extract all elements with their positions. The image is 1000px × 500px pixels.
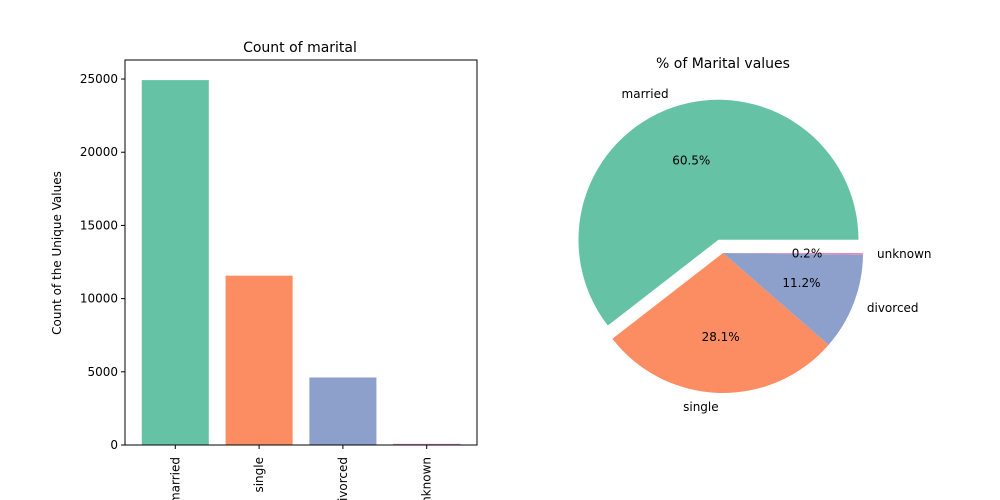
- pie-pct-single: 28.1%: [702, 330, 740, 344]
- x-tick-label-married: married: [168, 457, 182, 500]
- bar-unknown: [393, 443, 461, 445]
- pie-label-single: single: [683, 400, 719, 414]
- pie-slice-single: [612, 253, 829, 394]
- bar-divorced: [309, 377, 377, 445]
- y-tick-label: 0: [110, 438, 118, 452]
- bar-chart-frame: [124, 59, 478, 446]
- bar-plot-area: married single divorced unknown 0 5000 10000 15…: [80, 72, 461, 500]
- x-tick-label-divorced: divorced: [336, 457, 350, 500]
- x-tick-label-single: single: [252, 457, 266, 493]
- bar-chart-title: Count of marital: [243, 40, 357, 56]
- pie-label-married: married: [622, 87, 669, 101]
- y-tick-label: 5000: [87, 365, 118, 379]
- bar-married: [141, 80, 209, 445]
- x-tick-label-unknown: unknown: [420, 457, 434, 500]
- y-tick-label: 25000: [80, 72, 118, 86]
- pie-label-divorced: divorced: [867, 301, 919, 315]
- pie-pct-unknown: 0.2%: [792, 247, 823, 261]
- pie-slice-divorced: [723, 253, 863, 345]
- pie-chart-title: % of Marital values: [656, 56, 790, 72]
- pie-pct-divorced: 11.2%: [782, 276, 820, 290]
- pie-label-unknown: unknown: [877, 247, 932, 261]
- pie-pct-married: 60.5%: [672, 153, 710, 167]
- pie-slice-married: [578, 99, 859, 326]
- pie-plot-area: married 60.5% single 28.1% divorced 11.2% unkn…: [578, 87, 932, 414]
- pie-chart: % of Marital values married 60.5% single 28…: [578, 56, 932, 414]
- pie-slice-unknown: [723, 253, 863, 255]
- bar-chart-ylabel: Count of the Unique Values: [50, 171, 64, 335]
- y-tick-label: 15000: [80, 218, 118, 232]
- bar-single: [225, 275, 293, 445]
- bar-chart: Count of marital Count of the Unique Val…: [50, 40, 478, 500]
- y-tick-label: 20000: [80, 145, 118, 159]
- y-tick-label: 10000: [80, 292, 118, 306]
